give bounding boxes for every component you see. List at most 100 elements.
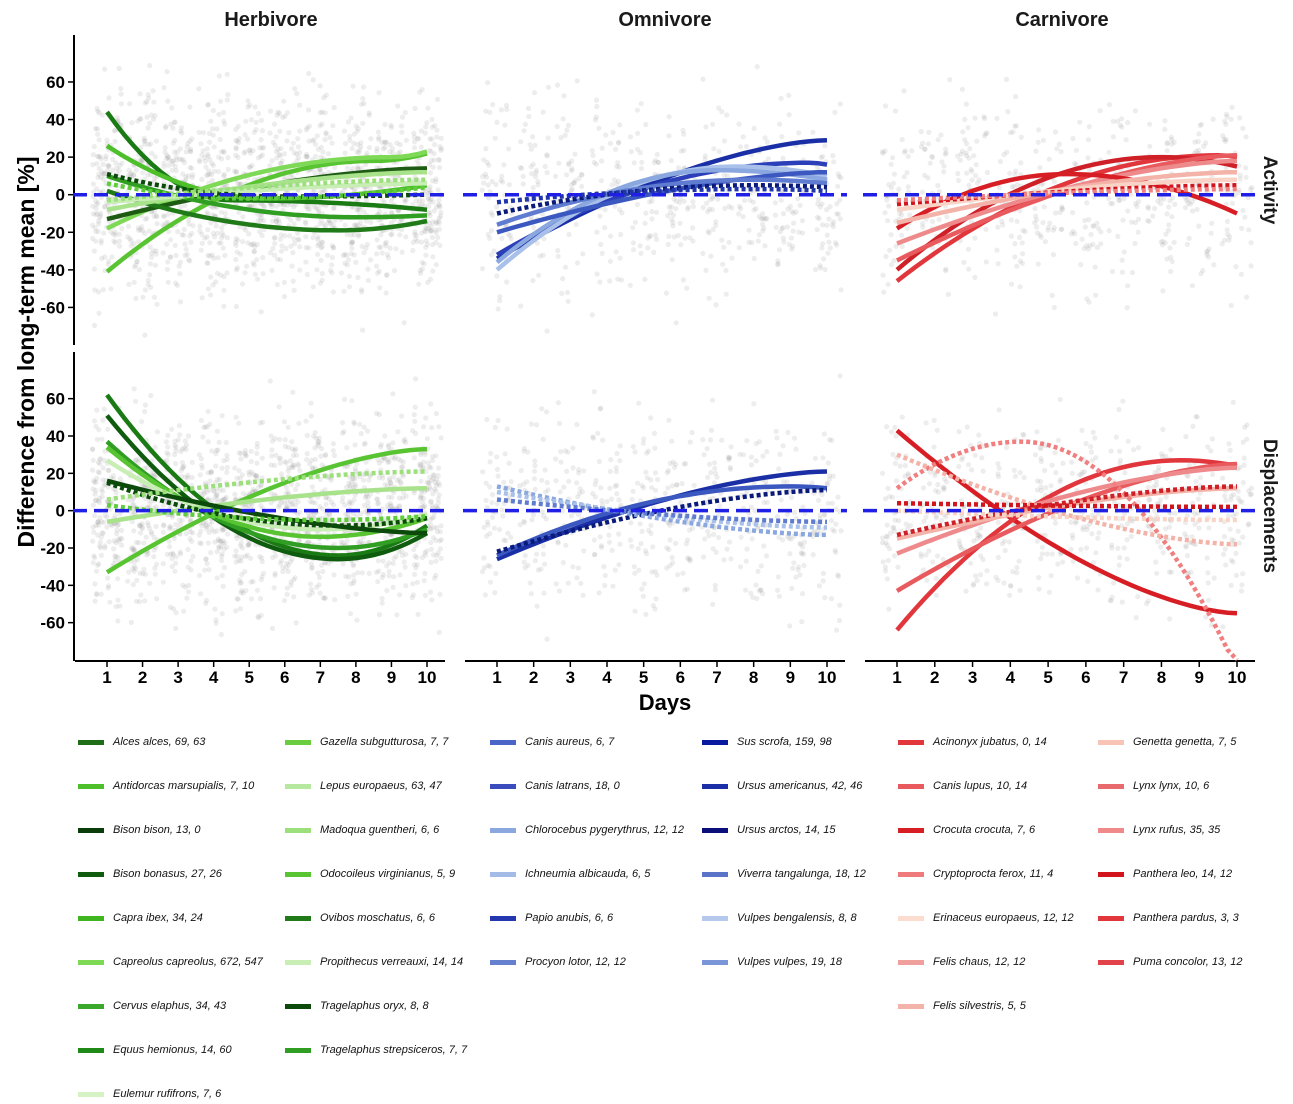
scatter-point [1228,302,1234,308]
scatter-point [173,625,179,632]
scatter-point [237,543,243,549]
scatter-point [430,254,436,260]
scatter-point [1162,118,1168,124]
scatter-point [816,497,822,503]
scatter-point [220,232,227,239]
scatter-point [1068,231,1075,237]
scatter-point [270,246,276,252]
scatter-point [492,424,498,430]
scatter-point [340,495,346,501]
scatter-point [282,553,288,560]
scatter-point [318,154,324,160]
scatter-point [147,244,153,250]
scatter-point [439,146,445,152]
scatter-point [147,62,153,69]
scatter-point [1135,229,1141,235]
scatter-point [196,532,202,538]
scatter-point [689,525,696,531]
scatter-point [150,116,157,122]
scatter-point [576,467,582,473]
scatter-point [138,226,144,233]
scatter-point [728,466,734,472]
scatter-point [238,589,244,596]
scatter-point [295,144,301,150]
scatter-point [638,250,644,256]
scatter-point [995,577,1001,584]
scatter-point [747,197,753,203]
scatter-point [822,511,828,517]
scatter-point [252,244,258,250]
scatter-point [977,534,984,540]
scatter-point [392,454,398,460]
scatter-point [1248,263,1254,269]
scatter-point [1074,575,1080,581]
scatter-point [664,565,670,571]
scatter-point [416,161,422,167]
scatter-point [99,112,105,118]
scatter-point [627,282,633,288]
scatter-point [140,571,146,577]
scatter-point [358,165,364,171]
scatter-point [743,558,749,564]
scatter-point [361,502,368,508]
scatter-point [273,218,279,224]
scatter-point [304,125,310,131]
scatter-point [237,181,243,187]
scatter-point [485,80,491,86]
scatter-point [501,479,507,485]
scatter-point [214,528,220,534]
scatter-point [413,232,420,239]
scatter-point [754,64,760,70]
scatter-point [609,182,615,188]
scatter-point [1229,200,1235,206]
scatter-point [540,543,546,549]
scatter-point [319,121,325,127]
scatter-point [1136,216,1142,222]
scatter-point [522,565,528,571]
scatter-point [375,270,381,276]
scatter-point [287,233,293,239]
scatter-point [530,277,536,284]
scatter-point [169,161,176,167]
scatter-point [284,591,290,598]
scatter-point [562,264,569,270]
scatter-point [130,547,136,553]
scatter-point [291,287,297,293]
scatter-point [653,209,660,215]
scatter-point [216,536,222,542]
scatter-point [204,260,210,266]
scatter-point [411,490,417,496]
scatter-point [382,241,388,247]
scatter-point [890,524,896,530]
scatter-point [269,453,275,459]
scatter-point [233,608,239,614]
scatter-point [164,450,170,456]
scatter-point [429,502,435,509]
scatter-point [387,149,393,155]
scatter-point [347,611,354,617]
scatter-point [376,244,382,250]
scatter-point [1132,219,1138,226]
scatter-point [521,448,527,454]
scatter-point [377,209,383,215]
scatter-point [376,136,382,143]
scatter-point [169,167,175,173]
scatter-point [418,478,424,484]
scatter-point [245,240,251,246]
scatter-point [615,140,622,146]
scatter-point [288,481,295,487]
scatter-point [235,596,241,602]
scatter-point [816,583,823,589]
scatter-point [345,119,351,125]
scatter-point [267,108,274,114]
scatter-point [114,522,120,528]
scatter-point [98,156,104,162]
scatter-point [145,282,151,288]
scatter-point [258,577,264,583]
scatter-point [272,234,278,240]
scatter-point [275,109,281,115]
scatter-point [429,178,436,184]
scatter-point [1016,234,1023,240]
scatter-point [419,266,425,272]
scatter-point [210,107,216,114]
